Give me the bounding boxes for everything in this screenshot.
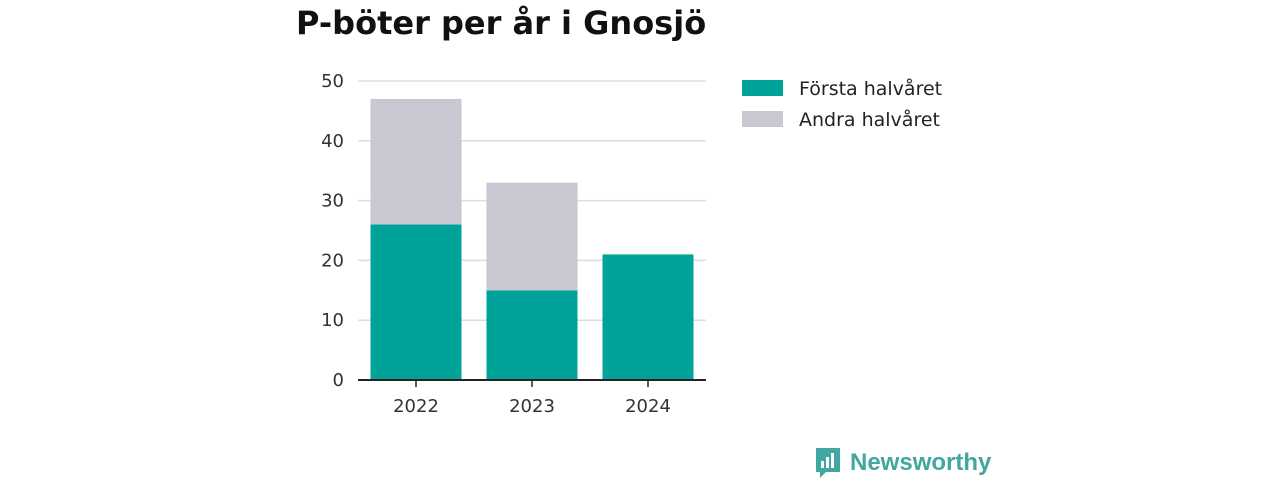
y-tick-label: 20: [321, 250, 344, 271]
legend-swatch: [742, 80, 783, 96]
y-tick-label: 40: [321, 131, 344, 152]
bar-2022-first-half: [370, 224, 462, 380]
legend-swatch: [742, 111, 783, 127]
y-tick-label: 10: [321, 310, 344, 331]
bar-2023-first-half: [486, 290, 578, 380]
bars: [370, 98, 694, 380]
y-tick-label: 0: [333, 370, 344, 391]
legend-label: Andra halvåret: [799, 108, 940, 131]
y-tick-label: 50: [321, 71, 344, 92]
x-tick-label: 2024: [625, 396, 671, 417]
newsworthy-logo-icon: [816, 448, 840, 478]
chart-title: P-böter per år i Gnosjö: [296, 4, 707, 42]
y-tick-labels: 0 10 20 30 40 50: [321, 71, 344, 391]
x-tick-label: 2023: [509, 396, 555, 417]
brand-logo: Newsworthy: [814, 446, 991, 480]
legend-label: Första halvåret: [799, 77, 942, 100]
bar-2023-second-half: [486, 182, 578, 291]
x-ticks: 2022 2023 2024: [393, 380, 671, 417]
brand-name: Newsworthy: [850, 449, 992, 476]
bar-2024-first-half: [602, 254, 694, 380]
y-tick-label: 30: [321, 191, 344, 212]
bar-2022-second-half: [370, 98, 462, 225]
x-tick-label: 2022: [393, 396, 439, 417]
legend: Första halvåret Andra halvåret: [742, 77, 942, 131]
